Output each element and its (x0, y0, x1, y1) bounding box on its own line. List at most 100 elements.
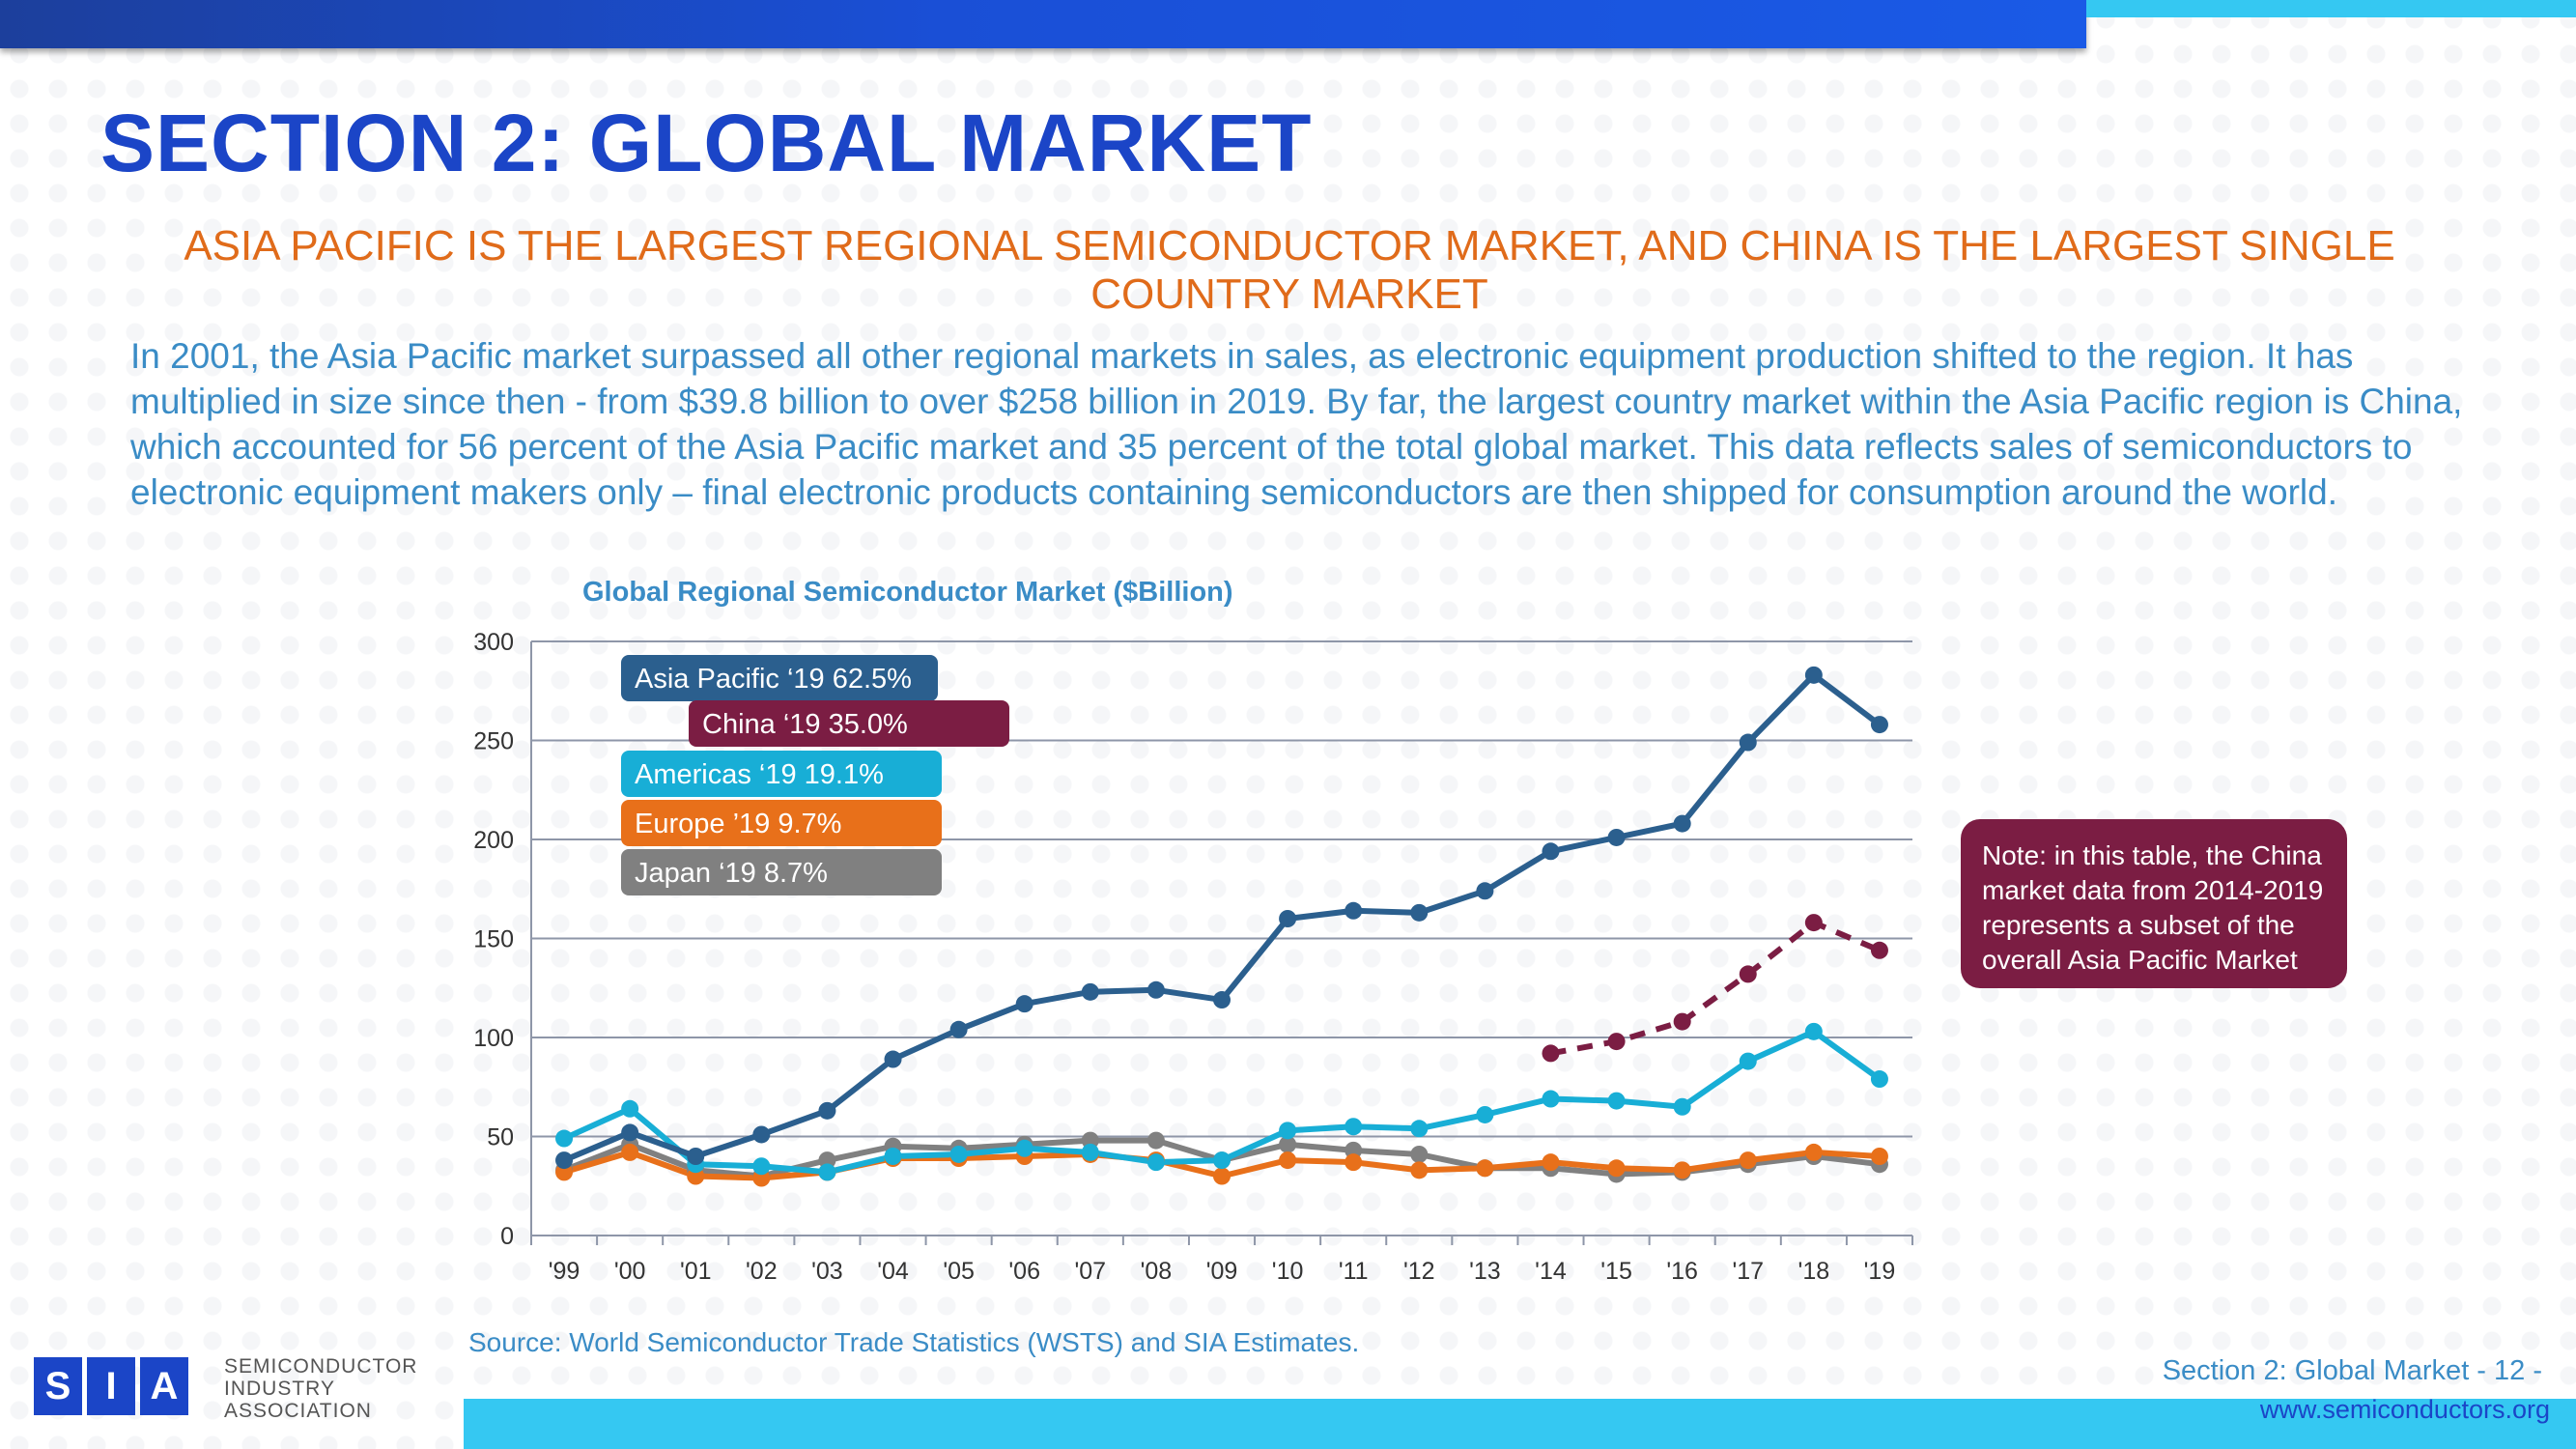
series-line-china (1549, 920, 1882, 1057)
data-point-americas (555, 1129, 574, 1148)
data-point-europe (1804, 1143, 1823, 1161)
x-tick-label: '09 (1206, 1258, 1238, 1285)
data-point-asia-pacific (1804, 666, 1823, 684)
logo-line-3: ASSOCIATION (224, 1400, 372, 1422)
data-point-europe (687, 1167, 705, 1185)
data-point-americas (1542, 1090, 1560, 1108)
x-tick-label: '11 (1339, 1258, 1369, 1285)
data-point-asia-pacific (1015, 995, 1033, 1013)
data-point-americas (818, 1163, 836, 1181)
logo-line-1: SEMICONDUCTOR (224, 1355, 418, 1378)
data-point-asia-pacific (1673, 814, 1691, 833)
data-point-china (1739, 965, 1757, 983)
data-point-americas (1476, 1105, 1494, 1123)
y-tick-label: 200 (473, 827, 514, 854)
data-point-americas (1213, 1151, 1231, 1170)
data-point-europe (1673, 1161, 1691, 1179)
data-point-asia-pacific (949, 1020, 968, 1038)
data-point-asia-pacific (1476, 882, 1494, 900)
sia-logo: S I A (34, 1357, 193, 1415)
source-note: Source: World Semiconductor Trade Statis… (468, 1327, 1360, 1357)
x-tick-label: '08 (1141, 1258, 1173, 1285)
data-point-japan (1279, 1135, 1297, 1153)
x-tick-label: '00 (614, 1258, 646, 1285)
data-point-americas (884, 1148, 902, 1165)
y-tick-label: 150 (473, 926, 514, 953)
data-point-japan (1146, 1131, 1165, 1150)
data-point-asia-pacific (555, 1151, 574, 1170)
data-point-asia-pacific (752, 1125, 771, 1144)
x-tick-label: '07 (1075, 1258, 1107, 1285)
data-point-europe (1410, 1161, 1429, 1179)
x-tick-label: '10 (1272, 1258, 1304, 1285)
footer-section-label: Section 2: Global Market - 12 - (2162, 1355, 2542, 1386)
legend-label-asia-pacific: Asia Pacific ‘19 62.5% (635, 664, 912, 695)
logo-line-2: INDUSTRY (224, 1378, 335, 1400)
logo-letter-s: S (34, 1357, 82, 1415)
data-point-americas (1015, 1139, 1033, 1157)
footer-url[interactable]: www.semiconductors.org (2259, 1395, 2550, 1424)
legend-item-china: China ‘19 35.0% (689, 700, 1009, 747)
x-tick-label: '15 (1600, 1258, 1632, 1285)
data-point-americas (949, 1145, 968, 1163)
logo-text: SEMICONDUCTOR INDUSTRY ASSOCIATION (224, 1355, 417, 1422)
x-tick-label: '16 (1666, 1258, 1698, 1285)
data-point-asia-pacific (818, 1101, 836, 1120)
body-paragraph: In 2001, the Asia Pacific market surpass… (130, 336, 2463, 512)
data-point-china (1870, 941, 1888, 959)
data-point-americas (1345, 1118, 1363, 1136)
page-title: SECTION 2: GLOBAL MARKET (100, 98, 1313, 188)
x-tick-label: '05 (943, 1258, 975, 1285)
x-tick-label: '06 (1008, 1258, 1040, 1285)
logo-letter-i: I (87, 1357, 135, 1415)
data-point-americas (1673, 1097, 1691, 1116)
x-tick-label: '18 (1798, 1258, 1830, 1285)
chart-title: Global Regional Semiconductor Market ($B… (582, 577, 1233, 608)
x-tick-label: '02 (746, 1258, 778, 1285)
data-point-americas (1081, 1143, 1099, 1161)
data-point-americas (1870, 1070, 1888, 1089)
data-point-japan (818, 1151, 836, 1170)
x-tick-label: '03 (811, 1258, 843, 1285)
legend-label-americas: Americas ‘19 19.1% (635, 759, 884, 790)
y-tick-label: 50 (487, 1124, 514, 1151)
legend-item-asia-pacific: Asia Pacific ‘19 62.5% (621, 655, 938, 701)
data-point-americas (1146, 1153, 1165, 1172)
data-point-asia-pacific (1081, 982, 1099, 1001)
data-point-europe (1870, 1148, 1888, 1165)
data-point-americas (1279, 1122, 1297, 1140)
data-point-europe (1345, 1153, 1363, 1172)
note-box: Note: in this table, the China market da… (1961, 819, 2347, 988)
y-tick-label: 300 (473, 629, 514, 656)
data-point-americas (1739, 1052, 1757, 1070)
data-point-asia-pacific (1739, 733, 1757, 752)
y-tick-label: 250 (473, 728, 514, 755)
legend-label-japan: Japan ‘19 8.7% (635, 858, 828, 889)
data-point-asia-pacific (1146, 980, 1165, 999)
data-point-americas (1607, 1092, 1626, 1110)
legend-item-americas: Americas ‘19 19.1% (621, 751, 942, 797)
data-point-europe (621, 1143, 639, 1161)
data-point-europe (1739, 1151, 1757, 1170)
x-tick-label: '12 (1403, 1258, 1435, 1285)
data-point-japan (1345, 1141, 1363, 1159)
data-point-europe (555, 1163, 574, 1181)
y-tick-label: 100 (473, 1025, 514, 1052)
x-tick-label: '17 (1732, 1258, 1764, 1285)
data-point-europe (1213, 1167, 1231, 1185)
legend-label-china: China ‘19 35.0% (702, 709, 908, 740)
data-point-asia-pacific (1410, 903, 1429, 922)
x-tick-label: '01 (680, 1258, 712, 1285)
data-point-europe (752, 1169, 771, 1187)
y-tick-label: 0 (500, 1223, 514, 1250)
data-point-china (1804, 914, 1823, 932)
data-point-asia-pacific (621, 1123, 639, 1142)
top-banner (0, 0, 2086, 48)
data-point-americas (621, 1099, 639, 1118)
x-tick-label: '04 (877, 1258, 909, 1285)
data-point-americas (1410, 1120, 1429, 1138)
bottom-banner (464, 1399, 2576, 1449)
x-tick-label: '19 (1864, 1258, 1896, 1285)
